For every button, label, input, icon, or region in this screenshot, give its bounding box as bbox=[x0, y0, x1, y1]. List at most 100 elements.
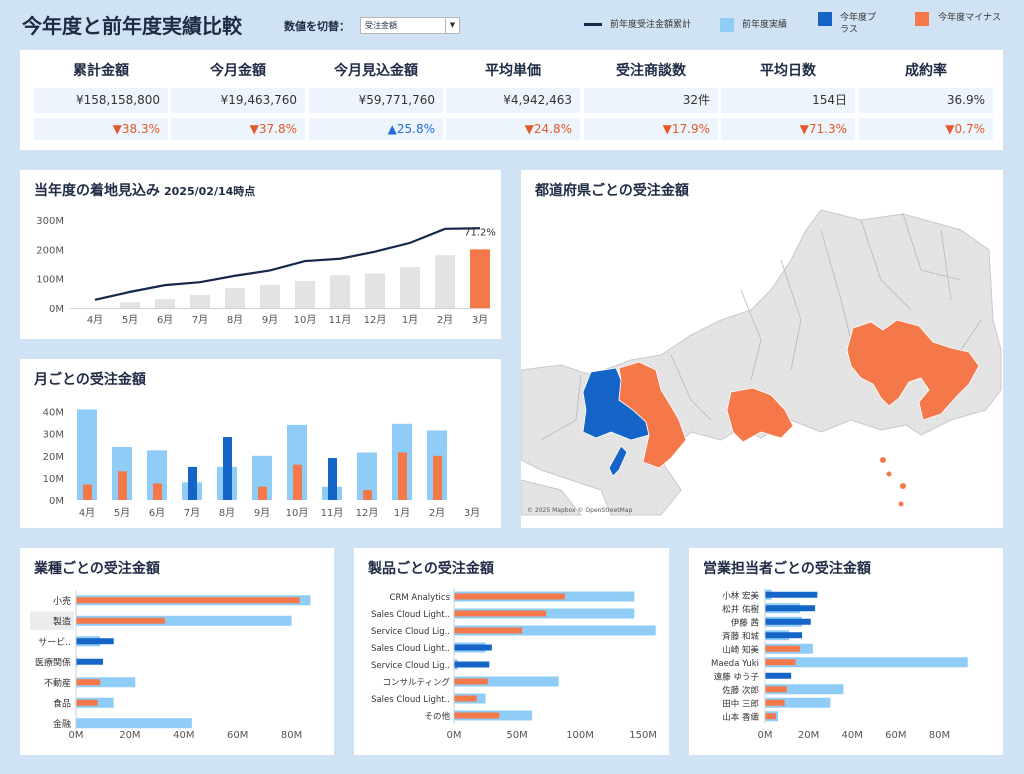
chevron-down-icon[interactable]: ▼ bbox=[445, 18, 459, 33]
kpi-value: ¥4,942,463 bbox=[446, 88, 580, 113]
current-year-bar bbox=[76, 597, 300, 604]
kpi-label: 今月金額 bbox=[210, 63, 266, 79]
page-title: 今年度と前年度実績比較 bbox=[22, 14, 242, 38]
kpi-label: 今月見込金額 bbox=[334, 63, 418, 79]
forecast-title-text: 当年度の着地見込み bbox=[34, 183, 160, 199]
x-tick-label: 2月 bbox=[429, 507, 445, 519]
forecast-title: 当年度の着地見込み 2025/02/14時点 bbox=[34, 180, 255, 200]
x-tick-label: 8月 bbox=[219, 507, 235, 519]
x-tick-label: 100M bbox=[566, 730, 594, 741]
x-tick-label: 12月 bbox=[364, 314, 387, 326]
kpi-label: 受注商談数 bbox=[616, 63, 686, 79]
x-tick-label: 4月 bbox=[79, 507, 95, 519]
metric-switch-value: 受注金額 bbox=[365, 21, 397, 30]
x-tick-label: 11月 bbox=[329, 314, 352, 326]
metric-switch-dropdown[interactable]: 受注金額 ▼ bbox=[360, 17, 460, 34]
forecast-date: 2025/02/14時点 bbox=[164, 185, 256, 198]
current-year-bar bbox=[223, 437, 232, 500]
x-tick-label: 11月 bbox=[321, 507, 344, 519]
kpi-delta: ▲25.8% bbox=[309, 118, 443, 140]
kpi-value: ¥19,463,760 bbox=[171, 88, 305, 113]
x-tick-label: 10月 bbox=[294, 314, 317, 326]
forecast-annotation: 71.2% bbox=[464, 227, 496, 238]
category-label: コンサルティング bbox=[383, 677, 451, 688]
forecast-bar bbox=[330, 275, 350, 308]
x-tick-label: 40M bbox=[173, 730, 194, 741]
category-label: Service Cloud Lig.. bbox=[371, 661, 450, 671]
legend-plus: 今年度プラス bbox=[818, 12, 882, 36]
category-label: CRM Analytics bbox=[390, 593, 451, 603]
prev-year-bar bbox=[765, 657, 968, 668]
category-label: Maeda Yuki bbox=[711, 659, 759, 669]
prev-year-bar bbox=[765, 697, 831, 708]
current-year-bar bbox=[454, 644, 492, 651]
current-year-bar bbox=[76, 658, 103, 665]
x-tick-label: 3月 bbox=[464, 507, 480, 519]
legend-line-swatch bbox=[584, 23, 602, 26]
rep-panel: 営業担当者ごとの受注金額 小林 宏美 松井 佑樹 伊藤 茜斉藤 和城 山崎 知美 Mae… bbox=[689, 548, 1003, 755]
forecast-bar bbox=[260, 285, 280, 308]
prev-year-bar bbox=[76, 615, 292, 626]
prefecture-map[interactable]: © 2025 Mapbox © OpenStreetMap bbox=[521, 170, 1003, 528]
kpi-delta: ▼17.9% bbox=[584, 118, 718, 140]
forecast-bar bbox=[155, 299, 175, 308]
current-year-bar bbox=[765, 713, 776, 720]
prev-year-bar bbox=[357, 452, 377, 500]
legend-square-swatch bbox=[818, 12, 832, 26]
forecast-bar bbox=[120, 302, 140, 308]
forecast-chart: 0M 100M 200M 300M 4月 5月 6月 7月 8月 9月 10月 11月 12月 1月 2月 7… bbox=[36, 216, 496, 326]
island-marker bbox=[886, 471, 892, 477]
category-label: 斉藤 和城 bbox=[722, 631, 759, 642]
x-tick-label: 0M bbox=[758, 730, 773, 741]
y-tick-label: 10M bbox=[43, 474, 64, 485]
prefecture-kyoto bbox=[618, 361, 687, 469]
category-label: 遠藤 ゆう子 bbox=[714, 671, 760, 682]
category-label: 山崎 知美 bbox=[722, 644, 759, 655]
y-tick-label: 0M bbox=[49, 304, 64, 315]
x-tick-label: 5月 bbox=[122, 314, 138, 326]
prev-year-bar bbox=[76, 677, 136, 688]
legend-cumulative-label: 前年度受注金額累計 bbox=[610, 20, 692, 30]
category-label: 小林 宏美 bbox=[722, 590, 759, 601]
current-year-bar bbox=[433, 455, 442, 500]
product-title: 製品ごとの受注金額 bbox=[368, 561, 494, 577]
map-attribution: © 2025 Mapbox © OpenStreetMap bbox=[527, 507, 633, 514]
kpi-delta: ▼0.7% bbox=[859, 118, 993, 140]
kpi-value: 36.9% bbox=[859, 88, 993, 113]
current-year-bar bbox=[188, 466, 197, 500]
x-tick-label: 60M bbox=[885, 730, 906, 741]
x-tick-label: 8月 bbox=[227, 314, 243, 326]
island-marker bbox=[898, 501, 904, 507]
x-tick-label: 12月 bbox=[356, 507, 379, 519]
legend-cumulative: 前年度受注金額累計 bbox=[584, 17, 691, 30]
kpi-panel: 累計金額 ¥158,158,800 ▼38.3% 今月金額 ¥19,463,760 ▼37… bbox=[20, 50, 1003, 150]
current-year-bar bbox=[76, 638, 114, 645]
current-year-bar bbox=[765, 632, 803, 639]
x-tick-label: 0M bbox=[69, 730, 84, 741]
x-tick-label: 7月 bbox=[192, 314, 208, 326]
forecast-panel: 当年度の着地見込み 2025/02/14時点 0M 100M 200M 300M 4月 5月… bbox=[20, 170, 501, 339]
current-year-bar bbox=[454, 678, 489, 685]
x-tick-label: 40M bbox=[842, 730, 863, 741]
category-label: 食品 bbox=[53, 697, 71, 709]
industry-title: 業種ごとの受注金額 bbox=[34, 561, 160, 577]
x-tick-label: 50M bbox=[506, 730, 527, 741]
prefecture-hyogo-island bbox=[608, 445, 628, 477]
prefecture-aichi bbox=[726, 387, 794, 443]
prefecture-kanto bbox=[846, 319, 980, 421]
y-tick-label: 20M bbox=[43, 452, 64, 463]
x-tick-label: 6月 bbox=[157, 314, 173, 326]
current-year-bar bbox=[765, 645, 800, 652]
kpi-label: 成約率 bbox=[905, 63, 947, 79]
current-year-bar bbox=[76, 679, 101, 686]
category-label: 医療関係 bbox=[35, 656, 71, 668]
category-label: 不動産 bbox=[44, 677, 71, 689]
current-year-bar bbox=[765, 659, 796, 666]
forecast-bar bbox=[365, 273, 385, 308]
category-label: 山本 香織 bbox=[722, 712, 759, 723]
category-label: 田中 三郎 bbox=[722, 698, 759, 709]
legend-plus-label: 今年度プラス bbox=[840, 13, 877, 35]
forecast-bar bbox=[470, 249, 490, 308]
category-label: Service Cloud Lig.. bbox=[371, 627, 450, 637]
